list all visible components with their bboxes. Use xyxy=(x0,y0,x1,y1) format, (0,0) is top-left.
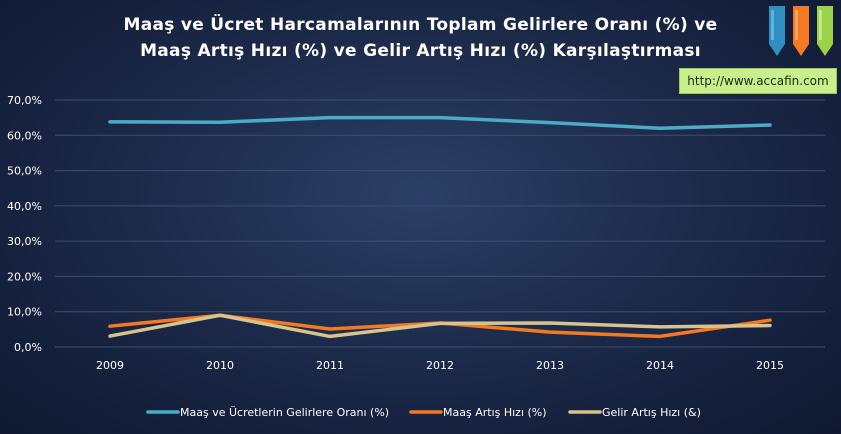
x-tick-label: 2009 xyxy=(96,359,124,372)
url-label: http://www.accafin.com xyxy=(679,68,837,94)
x-axis-tick-labels: 2009 2010 2011 2012 2013 2014 2015 xyxy=(96,359,784,372)
chart-title-line-2: Maaş Artış Hızı (%) ve Gelir Artış Hızı … xyxy=(140,41,701,61)
y-tick-label: 70,0% xyxy=(7,94,42,107)
y-axis-tick-labels: 0,0% 10,0% 20,0% 30,0% 40,0% 50,0% 60,0% 70,0% xyxy=(7,94,42,354)
y-tick-label: 20,0% xyxy=(7,270,42,283)
x-tick-label: 2013 xyxy=(536,359,564,372)
legend-label-3: Gelir Artış Hızı (&) xyxy=(602,406,701,419)
grid-lines xyxy=(55,99,825,348)
legend-label-2: Maaş Artış Hızı (%) xyxy=(443,406,547,419)
y-tick-label: 40,0% xyxy=(7,200,42,213)
y-tick-label: 0,0% xyxy=(14,341,42,354)
series-line-1 xyxy=(108,115,772,130)
legend-label-1: Maaş ve Ücretlerin Gelirlere Oranı (%) xyxy=(180,406,389,419)
x-tick-label: 2011 xyxy=(316,359,344,372)
y-tick-label: 50,0% xyxy=(7,165,42,178)
x-tick-label: 2015 xyxy=(756,359,784,372)
pencils-logo-icon xyxy=(769,6,833,56)
y-tick-label: 60,0% xyxy=(7,129,42,142)
y-tick-label: 30,0% xyxy=(7,235,42,248)
chart-title: Maaş ve Ücret Harcamalarının Toplam Geli… xyxy=(0,12,841,64)
x-tick-label: 2010 xyxy=(206,359,234,372)
x-tick-label: 2014 xyxy=(646,359,674,372)
x-tick-label: 2012 xyxy=(426,359,454,372)
series-lines xyxy=(108,115,772,339)
legend: Maaş ve Ücretlerin Gelirlere Oranı (%) Ma… xyxy=(146,406,701,419)
series-line-3 xyxy=(108,313,772,339)
y-tick-label: 10,0% xyxy=(7,306,42,319)
chart-title-line-1: Maaş ve Ücret Harcamalarının Toplam Geli… xyxy=(123,15,718,35)
